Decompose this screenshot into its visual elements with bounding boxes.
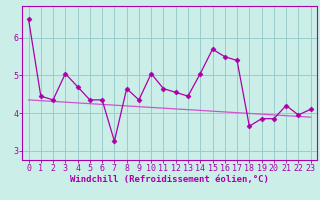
X-axis label: Windchill (Refroidissement éolien,°C): Windchill (Refroidissement éolien,°C) [70, 175, 269, 184]
